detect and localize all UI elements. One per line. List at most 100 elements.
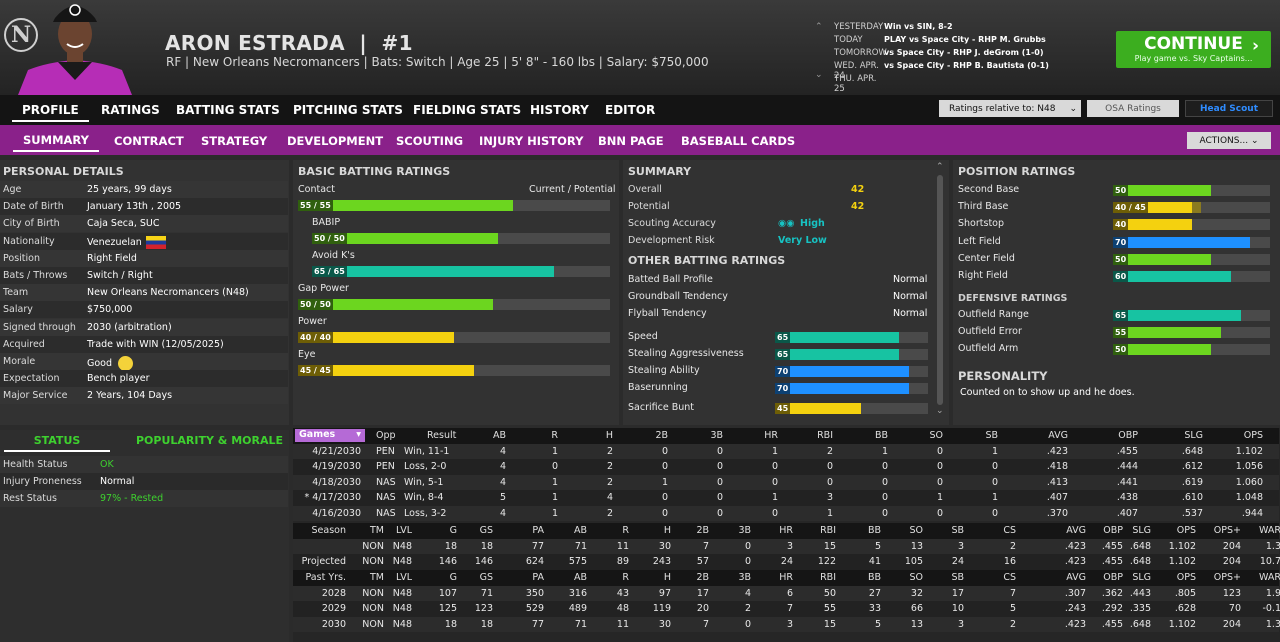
personal-value-text: $750,000: [87, 304, 133, 316]
rating-bar: 70: [775, 366, 928, 377]
table-cell: 119: [652, 603, 671, 614]
table-cell: 13: [910, 540, 923, 552]
table-cell: Loss, 3-2: [404, 507, 447, 519]
other-batting-title: OTHER BATTING RATINGS: [628, 254, 786, 267]
table-row: 2029 NON N48 125 123 529 489 48 119 20 2 7 55 33 66 10 5…: [293, 601, 1280, 617]
tab-strategy[interactable]: STRATEGY: [201, 134, 268, 148]
games-select[interactable]: Games ▾: [295, 429, 365, 442]
table-cell: .648: [1129, 540, 1151, 552]
table-header-cell: CS: [1003, 572, 1016, 583]
rating-bar-label: 60: [1113, 271, 1129, 282]
other-rating-value: Normal: [893, 291, 928, 302]
table-cell: 0: [771, 507, 778, 519]
tab-bnn-page[interactable]: BNN PAGE: [598, 134, 664, 148]
table-cell: 6: [786, 587, 793, 599]
table-header-cell: Result: [427, 430, 457, 441]
schedule-down-icon[interactable]: ⌄: [815, 70, 823, 80]
table-cell: 18: [444, 618, 457, 630]
tab-profile[interactable]: PROFILE: [12, 103, 89, 122]
table-cell: 2: [606, 461, 613, 472]
table-cell: 0: [881, 461, 888, 472]
table-cell: 2: [1009, 540, 1016, 552]
table-header-cell: WAR: [1259, 572, 1280, 583]
personal-key: Position: [3, 252, 40, 264]
tab-editor[interactable]: EDITOR: [605, 103, 656, 117]
tab-history[interactable]: HISTORY: [530, 103, 589, 117]
tab-development[interactable]: DEVELOPMENT: [287, 134, 384, 148]
table-cell: 97: [658, 587, 671, 599]
table-cell: N48: [392, 618, 412, 630]
rating-bar-fill: [298, 365, 474, 376]
table-cell: 71: [480, 587, 493, 599]
tab-pitching-stats[interactable]: PITCHING STATS: [293, 103, 403, 117]
summary-scrollbar[interactable]: [937, 175, 943, 405]
rating-bar: 65 / 65: [312, 266, 610, 277]
personal-value: Caja Seca, SUC: [87, 218, 160, 229]
table-header-cell: R: [551, 430, 558, 441]
tab-batting-stats[interactable]: BATTING STATS: [176, 103, 280, 117]
osa-ratings-button[interactable]: OSA Ratings: [1087, 100, 1179, 117]
head-scout-button[interactable]: Head Scout: [1185, 100, 1273, 117]
games-select-label: Games: [299, 429, 336, 440]
tab-fielding-stats[interactable]: FIELDING STATS: [413, 103, 522, 117]
tab-popularity-morale[interactable]: POPULARITY & MORALE: [136, 434, 284, 447]
table-cell: 0: [716, 507, 723, 519]
batting-rating-name: Eye: [298, 349, 316, 360]
table-cell: 5: [874, 618, 881, 630]
player-header: N ARON ESTRADA | #1 RF | New Orleans Nec…: [0, 0, 1280, 95]
tab-injury-history[interactable]: INJURY HISTORY: [479, 134, 584, 148]
table-cell: 2: [826, 445, 833, 457]
rating-bar-fill: [298, 200, 513, 211]
table-cell: 1.060: [1235, 476, 1263, 488]
table-row: 2030 NON N48 18 18 77 71 11 30 7 0 3 15 5 13 3 2 .423 .455…: [293, 616, 1280, 632]
table-cell: NAS: [376, 476, 396, 488]
rating-bar-fill: [1113, 253, 1212, 265]
personal-row: Bats / Throws Switch / Right: [0, 267, 288, 284]
table-cell: 1: [551, 445, 558, 457]
table-cell: 489: [568, 603, 587, 614]
personal-value: Venezuelan: [87, 235, 166, 249]
table-cell: NON: [362, 603, 384, 614]
table-header-cell: OPS: [1243, 430, 1263, 441]
table-header-cell: LVL: [395, 525, 412, 536]
table-cell: .423: [1064, 556, 1086, 567]
table-header-cell: OPS+: [1213, 572, 1241, 583]
table-cell: .423: [1064, 618, 1086, 630]
schedule-day: WED. APR. 24: [834, 61, 879, 81]
table-header-cell: R: [622, 572, 629, 583]
tab-status[interactable]: STATUS: [4, 434, 110, 452]
table-cell: 1.048: [1235, 492, 1263, 503]
continue-button[interactable]: CONTINUE Play game vs. Sky Captains... ›: [1116, 31, 1271, 68]
personal-value-text: 25 years, 99 days: [87, 184, 172, 195]
personal-row: Acquired Trade with WIN (12/05/2025): [0, 335, 288, 353]
tab-ratings[interactable]: RATINGS: [101, 103, 160, 117]
table-row: * 4/17/2030 NAS Win, 8-4 5 1 4 0 0 1 3 0 1 1 .407 .438…: [293, 490, 1279, 506]
rating-bar: 65: [775, 332, 928, 343]
table-cell: .243: [1064, 603, 1086, 614]
table-cell: 575: [568, 556, 587, 567]
table-cell: 17: [951, 587, 964, 599]
tab-baseball-cards[interactable]: BASEBALL CARDS: [681, 134, 796, 148]
table-cell: 3: [786, 618, 793, 630]
batting-rating-name: Gap Power: [298, 283, 349, 294]
schedule-up-icon[interactable]: ⌃: [815, 22, 823, 32]
table-cell: NON: [362, 556, 384, 567]
actions-dropdown[interactable]: ACTIONS... ⌄: [1187, 132, 1271, 149]
position-ratings-panel: POSITION RATINGS Second Base 50 Third Base…: [953, 160, 1280, 425]
schedule-day: TODAY: [834, 35, 863, 45]
tab-contract[interactable]: CONTRACT: [114, 134, 184, 148]
scroll-down-icon[interactable]: ⌄: [936, 406, 944, 416]
tab-scouting[interactable]: SCOUTING: [396, 134, 464, 148]
ratings-relative-select[interactable]: Ratings relative to: N48 ⌄: [939, 100, 1081, 117]
rating-bar-label: 55 / 55: [298, 200, 333, 211]
personal-value: Good: [87, 356, 134, 371]
smiley-icon: [118, 356, 134, 371]
table-cell: .413: [1046, 476, 1068, 488]
rating-bar-label: 70: [1113, 236, 1129, 248]
position-rating-name: Outfield Arm: [958, 343, 1019, 355]
scroll-up-icon[interactable]: ⌃: [936, 162, 944, 172]
tab-summary[interactable]: SUMMARY: [13, 133, 99, 152]
personal-key: Morale: [3, 356, 36, 367]
table-header-cell: Opp: [376, 430, 396, 441]
table-cell: 2: [606, 476, 613, 488]
